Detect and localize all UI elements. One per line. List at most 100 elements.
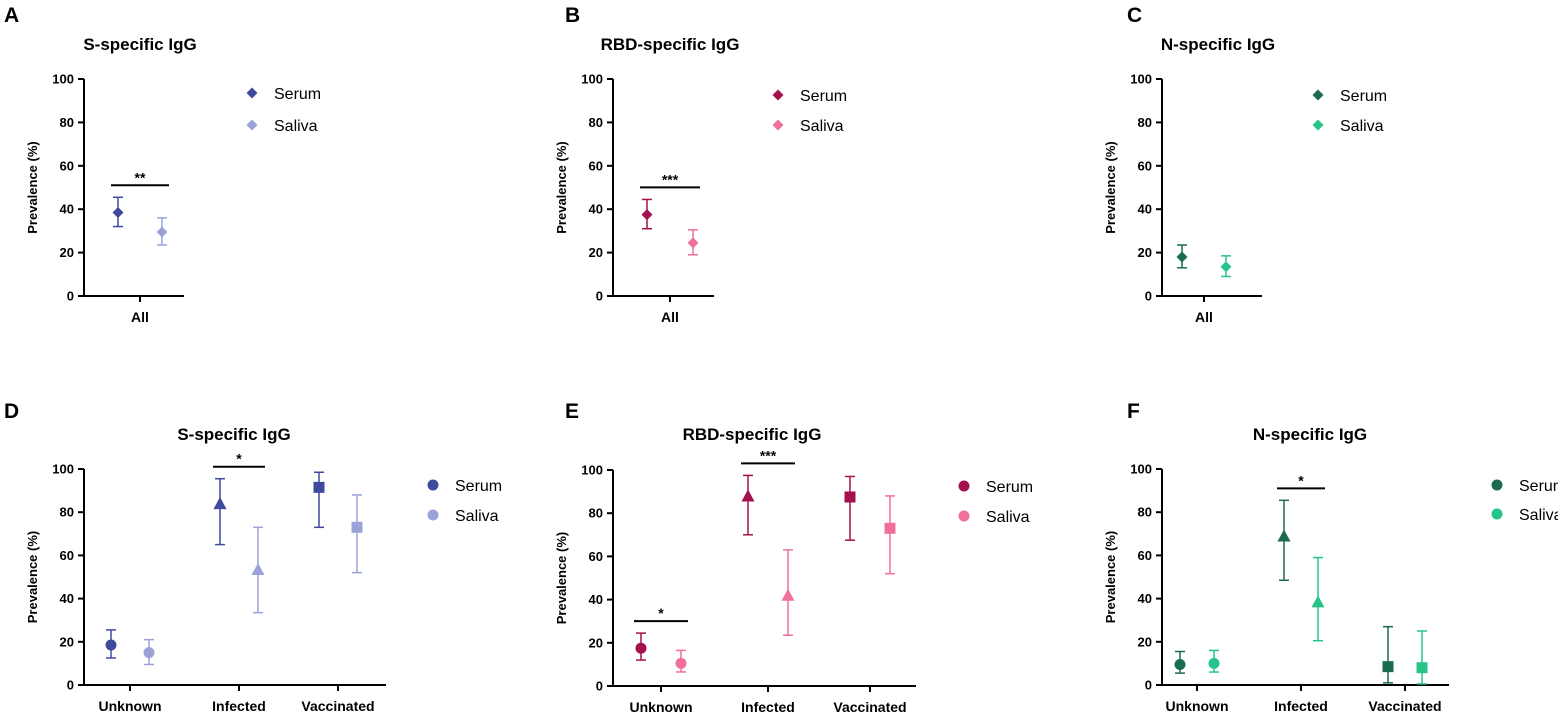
data-point	[781, 588, 795, 601]
x-tick-label: All	[131, 309, 149, 325]
legend-marker	[958, 480, 970, 492]
x-tick-label: All	[1195, 309, 1213, 325]
y-tick-label: 40	[60, 591, 74, 606]
legend-item-serum: Serum	[246, 86, 321, 103]
panel-title: S-specific IgG	[83, 35, 196, 54]
data-point	[884, 522, 896, 534]
y-tick-label: 0	[1145, 678, 1152, 693]
legend-marker	[958, 510, 970, 522]
legend-label: Serum	[986, 479, 1033, 496]
x-tick-label: Unknown	[99, 698, 162, 713]
y-tick-label: 100	[581, 463, 603, 478]
data-point	[1174, 658, 1186, 670]
significance-label: ***	[662, 171, 679, 187]
legend-label: Serum	[1340, 88, 1387, 105]
y-tick-label: 100	[1130, 462, 1152, 477]
panel-title: RBD-specific IgG	[683, 425, 822, 444]
panel-title: N-specific IgG	[1253, 425, 1367, 444]
y-tick-label: 40	[1138, 202, 1152, 217]
legend-item-serum: Serum	[1491, 478, 1558, 495]
x-tick-label: Vaccinated	[1368, 698, 1441, 713]
y-tick-label: 20	[589, 635, 603, 650]
legend-label: Serum	[1519, 478, 1558, 495]
y-tick-label: 80	[60, 115, 74, 130]
legend-label: Serum	[800, 88, 847, 105]
y-axis-label: Prevalence (%)	[25, 531, 40, 624]
series-saliva	[1220, 255, 1232, 278]
data-point	[687, 237, 699, 249]
data-point	[313, 481, 325, 493]
data-point	[1208, 657, 1220, 669]
y-tick-label: 20	[60, 634, 74, 649]
significance-label: *	[236, 451, 242, 467]
panel-label: B	[565, 4, 580, 27]
series-serum	[1174, 499, 1394, 684]
y-axis-label: Prevalence (%)	[554, 532, 569, 625]
legend-marker	[427, 479, 439, 491]
x-tick-label: Vaccinated	[833, 699, 906, 713]
panel-e: E RBD-specific IgG 0 20 40 60 80 100 Prevalence …	[554, 400, 1033, 713]
y-tick-label: 0	[1145, 289, 1152, 304]
data-point	[741, 489, 755, 502]
y-tick-label: 40	[1138, 591, 1152, 606]
series-saliva	[687, 229, 699, 256]
y-tick-label: 100	[1130, 72, 1152, 87]
legend-marker	[772, 119, 784, 131]
legend-label: Serum	[455, 478, 502, 495]
legend-item-serum: Serum	[1312, 88, 1387, 105]
significance-label: ***	[760, 447, 777, 463]
data-point	[1311, 595, 1325, 608]
y-tick-label: 40	[589, 592, 603, 607]
panel-b: B RBD-specific IgG 0 20 40 60 80 100 Prevalence …	[554, 4, 847, 325]
panel-c: C N-specific IgG 0 20 40 60 80 100 Prevalence (%…	[1103, 4, 1387, 325]
legend-label: Saliva	[1519, 507, 1558, 524]
data-point	[1382, 661, 1394, 673]
data-point	[105, 639, 117, 651]
legend-marker	[1312, 119, 1324, 131]
series-serum	[1176, 244, 1188, 269]
panel-d: D S-specific IgG 0 20 40 60 80 100 Prevalence (%…	[4, 400, 502, 713]
legend-item-saliva: Saliva	[1491, 507, 1558, 524]
legend-marker	[246, 87, 258, 99]
panel-f: F N-specific IgG 0 20 40 60 80 100 Prevalence (%…	[1103, 400, 1558, 713]
y-tick-label: 20	[1138, 245, 1152, 260]
series-saliva	[156, 217, 168, 246]
legend-marker	[1491, 479, 1503, 491]
y-tick-label: 20	[589, 245, 603, 260]
data-point	[351, 521, 363, 533]
legend-marker	[427, 509, 439, 521]
legend-label: Serum	[274, 86, 321, 103]
panel-label: D	[4, 400, 19, 423]
panel-a: A S-specific IgG 0 20 40 60 80 100 Prevalence (%…	[4, 4, 321, 325]
y-axis-label: Prevalence (%)	[25, 141, 40, 234]
legend-marker	[1312, 89, 1324, 101]
x-tick-label: Vaccinated	[301, 698, 374, 713]
legend-marker	[772, 89, 784, 101]
y-tick-label: 60	[1138, 548, 1152, 563]
y-tick-label: 100	[52, 72, 74, 87]
legend-item-saliva: Saliva	[1312, 118, 1384, 135]
data-point	[251, 562, 265, 575]
series-saliva	[143, 494, 363, 666]
data-point	[213, 497, 227, 510]
significance-label: **	[135, 169, 146, 185]
data-point	[1416, 662, 1428, 674]
y-tick-label: 0	[596, 289, 603, 304]
legend-item-saliva: Saliva	[427, 508, 499, 525]
data-point	[1176, 251, 1188, 263]
legend-item-saliva: Saliva	[246, 118, 318, 135]
legend-label: Saliva	[800, 118, 844, 135]
panel-title: S-specific IgG	[177, 425, 290, 444]
legend-marker	[246, 119, 258, 131]
legend-item-serum: Serum	[427, 478, 502, 495]
series-saliva	[675, 495, 896, 673]
panel-label: E	[565, 400, 579, 423]
legend-marker	[1491, 508, 1503, 520]
legend-label: Saliva	[274, 118, 318, 135]
y-tick-label: 40	[589, 202, 603, 217]
series-serum	[105, 471, 325, 659]
x-tick-label: Unknown	[1166, 698, 1229, 713]
legend-label: Saliva	[455, 508, 499, 525]
data-point	[112, 206, 124, 218]
